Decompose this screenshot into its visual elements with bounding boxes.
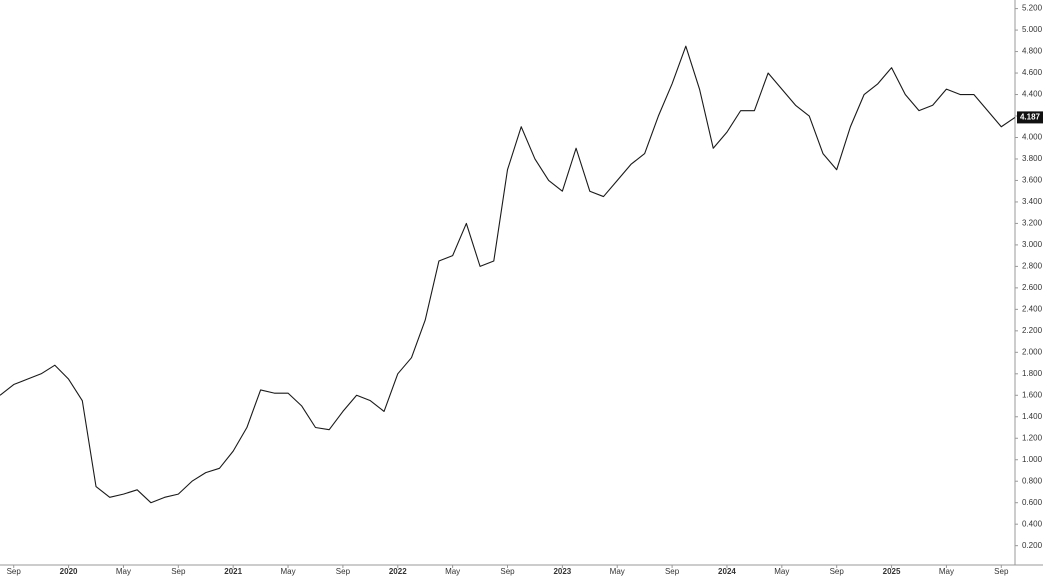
x-tick-label: Sep: [665, 567, 680, 576]
last-value-badge: [1017, 111, 1043, 124]
y-tick-label: 5.200: [1022, 4, 1043, 13]
x-tick-label: Sep: [336, 567, 351, 576]
y-tick-label: 3.200: [1022, 219, 1043, 228]
x-tick-label: Sep: [171, 567, 186, 576]
y-tick-label: 2.600: [1022, 283, 1043, 292]
x-tick-label: 2020: [60, 567, 78, 576]
y-tick-label: 4.600: [1022, 68, 1043, 77]
x-tick-label: May: [774, 567, 789, 576]
y-tick-label: 3.600: [1022, 176, 1043, 185]
x-tick-label: May: [116, 567, 131, 576]
y-tick-label: 4.800: [1022, 47, 1043, 56]
y-tick-label: 2.400: [1022, 304, 1043, 313]
y-tick-label: 1.600: [1022, 390, 1043, 399]
y-tick-label: 3.400: [1022, 197, 1043, 206]
y-tick-label: 4.400: [1022, 90, 1043, 99]
y-tick-label: 3.000: [1022, 240, 1043, 249]
x-tick-label: May: [939, 567, 954, 576]
y-tick-label: 0.400: [1022, 519, 1043, 528]
x-tick-label: 2021: [224, 567, 242, 576]
y-tick-label: 0.800: [1022, 476, 1043, 485]
y-tick-label: 2.000: [1022, 347, 1043, 356]
price-line: [0, 45, 1016, 504]
x-tick-label: 2024: [718, 567, 736, 576]
y-tick-label: 5.000: [1022, 25, 1043, 34]
y-tick-label: 0.600: [1022, 498, 1043, 507]
y-tick-label: 1.400: [1022, 412, 1043, 421]
y-tick-label: 0.200: [1022, 541, 1043, 550]
y-tick-label: 2.200: [1022, 326, 1043, 335]
last-value-label: 4.187: [1020, 113, 1041, 122]
x-tick-label: Sep: [994, 567, 1009, 576]
x-tick-label: Sep: [500, 567, 515, 576]
x-tick-label: 2022: [389, 567, 407, 576]
y-tick-label: 1.200: [1022, 433, 1043, 442]
y-tick-label: 1.000: [1022, 455, 1043, 464]
x-tick-label: 2025: [883, 567, 901, 576]
x-tick-label: Sep: [7, 567, 22, 576]
x-tick-label: Sep: [830, 567, 845, 576]
x-tick-label: May: [280, 567, 295, 576]
y-tick-label: 3.800: [1022, 154, 1043, 163]
y-tick-label: 2.800: [1022, 261, 1043, 270]
x-tick-label: May: [610, 567, 625, 576]
x-tick-label: 2023: [553, 567, 571, 576]
y-tick-label: 1.800: [1022, 369, 1043, 378]
y-tick-label: 4.000: [1022, 133, 1043, 142]
x-tick-label: May: [445, 567, 460, 576]
